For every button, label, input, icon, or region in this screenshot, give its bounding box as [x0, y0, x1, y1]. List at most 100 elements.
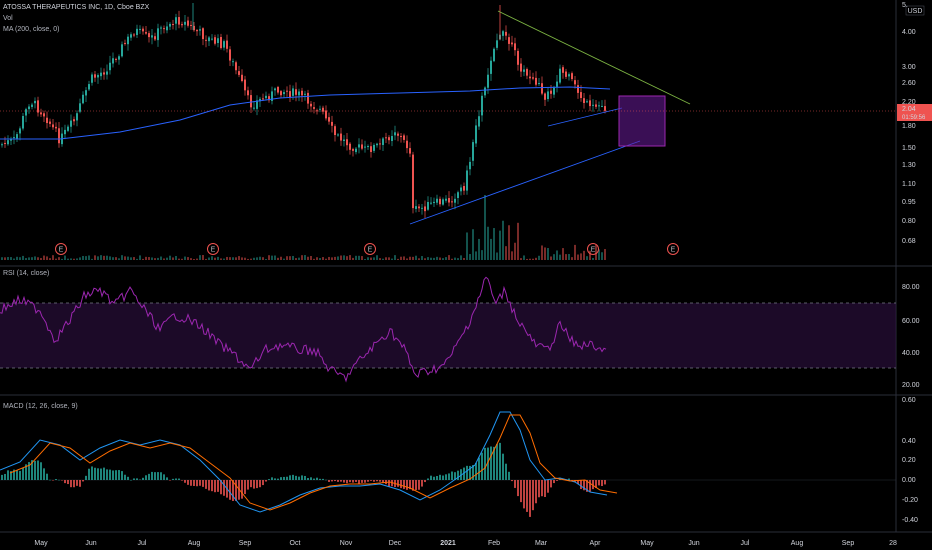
volume-bar [274, 255, 276, 260]
price-axis[interactable]: 5. 4.00 3.00 2.60 2.20 1.80 1.50 1.30 1.… [902, 2, 916, 245]
volume-bar [100, 255, 102, 260]
volume-bar [601, 252, 603, 260]
rsi-tick: 40.00 [902, 350, 920, 357]
candle-body [271, 91, 273, 101]
volume-bar [103, 255, 105, 260]
rsi-axis[interactable]: 80.00 60.00 40.00 20.00 [902, 284, 920, 389]
volume-bar [253, 257, 255, 260]
candle-body [412, 154, 414, 209]
time-tick: Jun [85, 540, 96, 547]
macd-histogram-bar [40, 462, 42, 480]
price-tick: 4.00 [902, 29, 916, 36]
volume-bar [127, 256, 129, 260]
volume-bar [175, 255, 177, 260]
time-tick: 28 [889, 540, 897, 547]
last-price-tag[interactable]: 2.04 01:59:56 [897, 104, 932, 121]
earnings-marker[interactable]: E [667, 243, 679, 255]
projection-box[interactable] [618, 95, 666, 147]
candle-body [25, 109, 27, 116]
candle-body [460, 187, 462, 192]
macd-histogram-bar [241, 480, 243, 499]
candle-body [130, 34, 132, 38]
candle-body [589, 100, 591, 107]
macd-histogram-bar [34, 460, 36, 480]
candle-body [169, 23, 171, 27]
candlesticks [1, 3, 606, 219]
volume-bar [130, 257, 132, 260]
candle-body [127, 36, 129, 45]
rsi-tick: 60.00 [902, 318, 920, 325]
volume-bar [604, 249, 606, 260]
candle-body [586, 101, 588, 103]
candle-body [139, 28, 141, 30]
volume-bar [376, 255, 378, 260]
candle-body [67, 126, 69, 131]
volume-bar [523, 255, 525, 260]
macd-histogram-bar [604, 480, 606, 485]
candle-body [268, 96, 270, 101]
candle-body [601, 105, 603, 107]
macd-histogram-bar [511, 480, 513, 482]
earnings-marker[interactable]: E [207, 243, 219, 255]
volume-bar [34, 256, 36, 260]
earnings-markers[interactable]: E E E E E [55, 243, 679, 255]
candle-body [274, 88, 276, 91]
candle-body [262, 98, 264, 100]
candle-body [193, 25, 195, 31]
candle-body [448, 198, 450, 203]
volume-bar [586, 256, 588, 260]
volume-bar [445, 257, 447, 260]
volume-bar [319, 258, 321, 260]
macd-axis[interactable]: 0.60 0.40 0.20 0.00 -0.20 -0.40 [902, 397, 918, 524]
candle-body [547, 91, 549, 100]
candle-body [478, 116, 480, 127]
candle-body [454, 198, 456, 203]
currency-badge[interactable]: USD [905, 5, 925, 16]
candle-body [184, 21, 186, 25]
candle-body [475, 125, 477, 144]
candle-body [346, 139, 348, 146]
earnings-marker[interactable]: E [364, 243, 376, 255]
volume-bar [487, 226, 489, 260]
macd-histogram-bar [235, 480, 237, 501]
volume-bar [13, 258, 15, 260]
macd-histogram-bar [598, 480, 600, 486]
volume-bar [166, 257, 168, 260]
candle-body [82, 94, 84, 104]
macd-histogram-bar [520, 480, 522, 503]
macd-histogram-bar [505, 463, 507, 480]
macd-histogram-bar [148, 473, 150, 480]
macd-histogram-bar [214, 480, 216, 493]
macd-tick: -0.40 [902, 517, 918, 524]
candle-body [538, 83, 540, 85]
volume-bar [82, 255, 84, 260]
volume-bar [115, 257, 117, 260]
macd-histogram-bar [91, 466, 93, 480]
volume-bar [259, 256, 261, 260]
candle-body [13, 137, 15, 139]
candle-body [31, 104, 33, 107]
macd-histogram-bar [484, 447, 486, 480]
macd-tick: 0.20 [902, 457, 916, 464]
volume-bar [178, 258, 180, 260]
macd-histogram-bar [217, 480, 219, 492]
volume-bar [196, 258, 198, 260]
candle-body [214, 37, 216, 44]
volume-bar [406, 258, 408, 260]
macd-histogram-bar [94, 467, 96, 480]
earnings-marker[interactable]: E [587, 243, 599, 255]
macd-histogram-bar [334, 480, 336, 482]
earnings-marker[interactable]: E [55, 243, 67, 255]
volume-bar [547, 248, 549, 260]
macd-histogram-bar [514, 480, 516, 488]
volume-bar [265, 258, 267, 260]
macd-histogram-bar [268, 479, 270, 480]
candle-body [565, 71, 567, 77]
macd-histogram-bar [523, 480, 525, 509]
candle-body [58, 128, 60, 144]
time-axis[interactable]: May Jun Jul Aug Sep Oct Nov Dec 2021 Feb… [34, 540, 897, 547]
volume-bar [217, 256, 219, 260]
candle-body [94, 74, 96, 78]
macd-histogram-bar [544, 480, 546, 497]
